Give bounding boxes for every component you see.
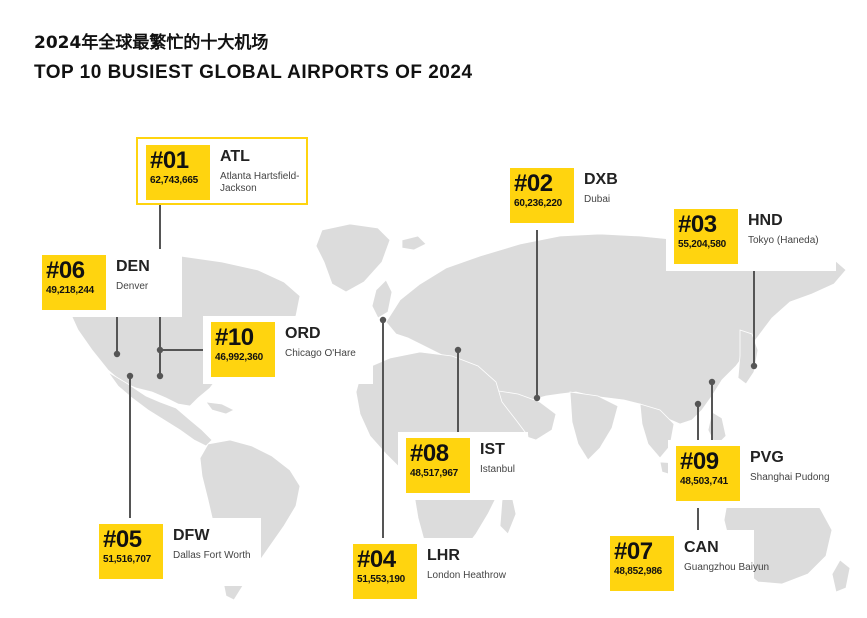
rank-badge: #05 51,516,707 xyxy=(99,524,163,579)
airport-name: Dallas Fort Worth xyxy=(173,550,251,561)
dot-den xyxy=(113,350,121,358)
rank-label: #08 xyxy=(410,440,449,467)
rank-label: #01 xyxy=(150,147,189,174)
airport-code: HND xyxy=(748,212,783,229)
airport-name: Chicago O'Hare xyxy=(285,348,356,359)
rank-badge: #03 55,204,580 xyxy=(674,209,738,264)
airport-name: London Heathrow xyxy=(427,570,506,581)
landmass-madagascar xyxy=(499,495,517,535)
airport-card-atl: #01 62,743,665 ATL Atlanta Hartsfield-Ja… xyxy=(136,137,308,205)
airport-code: LHR xyxy=(427,547,460,564)
airport-name: Guangzhou Baiyun xyxy=(684,562,770,573)
airport-code: DXB xyxy=(584,171,618,188)
dot-dfw xyxy=(126,372,134,380)
passenger-count: 60,236,220 xyxy=(514,198,563,209)
dot-ord xyxy=(156,346,164,354)
airport-code: PVG xyxy=(750,449,784,466)
rank-label: #07 xyxy=(614,538,653,565)
airport-card-den: #06 49,218,244 DEN Denver xyxy=(34,249,182,317)
passenger-count: 51,553,190 xyxy=(357,574,406,585)
passenger-count: 62,743,665 xyxy=(150,175,199,186)
airport-code: IST xyxy=(480,441,505,458)
rank-label: #10 xyxy=(215,324,254,351)
rank-badge: #06 49,218,244 xyxy=(42,255,106,310)
passenger-count: 49,218,244 xyxy=(46,285,95,296)
rank-label: #09 xyxy=(680,448,719,475)
landmass-new-zealand xyxy=(831,559,851,593)
rank-badge: #08 48,517,967 xyxy=(406,438,470,493)
rank-badge: #07 48,852,986 xyxy=(610,536,674,591)
rank-label: #05 xyxy=(103,526,142,553)
dot-can xyxy=(694,400,702,408)
passenger-count: 48,517,967 xyxy=(410,468,459,479)
rank-badge: #01 62,743,665 xyxy=(146,145,210,200)
airport-dots xyxy=(113,316,758,408)
airport-name: Dubai xyxy=(584,194,611,205)
page-title-chinese: 2024年全球最繁忙的十大机场 xyxy=(34,33,269,53)
rank-badge: #10 46,992,360 xyxy=(211,322,275,377)
airport-name: Shanghai Pudong xyxy=(750,472,830,483)
rank-badge: #09 48,503,741 xyxy=(676,446,740,501)
passenger-count: 51,516,707 xyxy=(103,554,152,565)
rank-label: #02 xyxy=(514,170,553,197)
airport-card-pvg: #09 48,503,741 PVG Shanghai Pudong xyxy=(668,440,844,508)
airport-code: CAN xyxy=(684,539,719,556)
airport-card-hnd: #03 55,204,580 HND Tokyo (Haneda) xyxy=(666,203,836,271)
dot-lhr xyxy=(379,316,387,324)
passenger-count: 48,503,741 xyxy=(680,476,729,487)
airport-card-can: #07 48,852,986 CAN Guangzhou Baiyun xyxy=(602,530,769,598)
dot-dxb xyxy=(533,394,541,402)
rank-label: #03 xyxy=(678,211,717,238)
rank-label: #06 xyxy=(46,257,85,284)
landmass-greenland xyxy=(315,223,391,293)
airport-card-ist: #08 48,517,967 IST Istanbul xyxy=(398,432,528,500)
airport-name: Atlanta Hartsfield-Jackson xyxy=(220,171,300,194)
rank-badge: #04 51,553,190 xyxy=(353,544,417,599)
rank-badge: #02 60,236,220 xyxy=(510,168,574,223)
landmass-uk xyxy=(371,279,393,319)
dot-pvg xyxy=(708,378,716,386)
passenger-count: 48,852,986 xyxy=(614,566,663,577)
rank-label: #04 xyxy=(357,546,396,573)
airport-name: Denver xyxy=(116,281,149,292)
landmass-central-america xyxy=(107,371,213,447)
dot-atl xyxy=(156,372,164,380)
landmass-iceland xyxy=(401,235,427,251)
airport-code: ORD xyxy=(285,325,321,342)
airport-name: Istanbul xyxy=(480,464,516,475)
airport-code: DEN xyxy=(116,258,150,275)
dot-hnd xyxy=(750,362,758,370)
airport-code: ATL xyxy=(220,148,250,165)
landmass-southeast-asia xyxy=(639,403,675,459)
passenger-count: 55,204,580 xyxy=(678,239,727,250)
airport-code: DFW xyxy=(173,527,210,544)
airport-name: Tokyo (Haneda) xyxy=(748,235,819,246)
airport-card-lhr: #04 51,553,190 LHR London Heathrow xyxy=(345,538,523,606)
airport-card-ord: #10 46,992,360 ORD Chicago O'Hare xyxy=(203,316,373,384)
page-title-english: TOP 10 BUSIEST GLOBAL AIRPORTS OF 2024 xyxy=(34,62,473,83)
dot-ist xyxy=(454,346,462,354)
landmass-india xyxy=(569,391,619,461)
landmass-caribbean xyxy=(205,401,235,415)
passenger-count: 46,992,360 xyxy=(215,352,264,363)
airport-card-dxb: #02 60,236,220 DXB Dubai xyxy=(502,162,632,230)
airport-card-dfw: #05 51,516,707 DFW Dallas Fort Worth xyxy=(91,518,261,586)
